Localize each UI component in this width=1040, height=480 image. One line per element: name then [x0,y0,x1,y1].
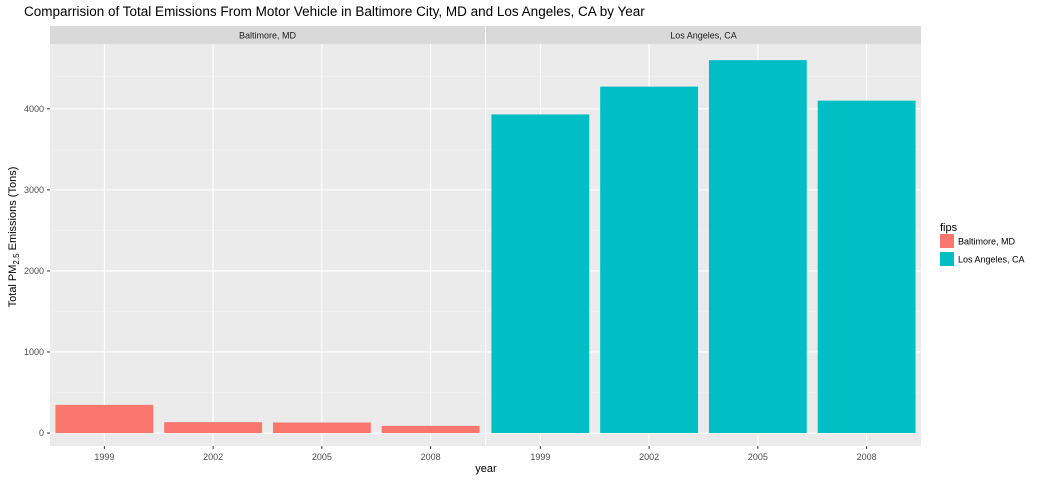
facet-strip-label: Los Angeles, CA [670,31,737,41]
x-tick-label: 2005 [312,452,332,462]
legend-label: Baltimore, MD [958,237,1016,247]
x-tick-label: 2002 [639,452,659,462]
x-tick-label: 2008 [857,452,877,462]
x-axis-title: year [475,463,497,475]
bar [708,60,807,434]
x-tick-label: 1999 [530,452,550,462]
y-axis-title-main: Total PM [7,265,19,308]
y-tick-label: 1000 [24,347,44,357]
bar [491,114,590,434]
legend-swatch [940,252,954,266]
legend-label: Los Angeles, CA [958,255,1025,265]
bar [164,422,263,434]
facet-panel: Los Angeles, CA 1999 2002 2005 2008 [486,26,921,462]
facet-strip-label: Baltimore, MD [239,31,297,41]
bar [381,425,480,434]
y-axis-title-rest: Emissions (Tons) [7,167,19,254]
chart-title: Comparrision of Total Emissions From Mot… [24,4,645,19]
facet-strip [50,26,485,44]
legend-swatch [940,234,954,248]
facet-strip [486,26,921,44]
y-tick-label: 2000 [24,266,44,276]
x-tick-label: 1999 [94,452,114,462]
panel-background [50,44,485,446]
y-tick-label: 4000 [24,104,44,114]
y-axis: 0 1000 2000 3000 4000 [24,104,50,438]
bar [600,86,699,434]
x-tick-label: 2002 [203,452,223,462]
x-tick-label: 2005 [748,452,768,462]
y-axis-title: Total PM2.5 Emissions (Tons) [7,167,21,308]
y-tick-label: 3000 [24,185,44,195]
bar [272,422,371,434]
legend: fips Baltimore, MD Los Angeles, CA [940,222,1025,266]
facet-panel: Baltimore, MD 1999 2002 2005 2008 [50,26,485,462]
x-tick-label: 2008 [421,452,441,462]
bar [55,404,154,434]
bar [817,100,916,434]
legend-title: fips [940,222,958,234]
y-tick-label: 0 [39,428,44,438]
y-axis-title-subscript: 2.5 [12,253,21,265]
